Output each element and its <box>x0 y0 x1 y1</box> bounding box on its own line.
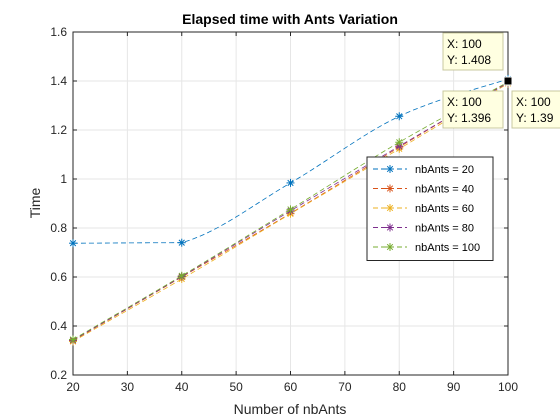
series-line-4 <box>72 82 509 341</box>
data-point-marker <box>69 239 77 248</box>
axes-box <box>72 31 509 376</box>
datatips: X: 100 Y: 1.408 X: 100 Y: 1.396 X: 100 Y: 1.3… <box>442 32 560 129</box>
legend-label: nbAnts = 80 <box>415 223 474 235</box>
legend-swatch-marker <box>386 223 394 232</box>
data-point-marker <box>177 238 186 247</box>
datatip-y-text: Y: 1.39 <box>516 111 554 125</box>
data-point-marker <box>177 271 186 280</box>
legend-box <box>366 156 494 261</box>
legend-swatch-marker <box>386 243 394 251</box>
datatip-anchor-marker <box>503 76 513 86</box>
data-point-marker <box>286 178 295 187</box>
datatip[interactable]: X: 100 Y: 1.408 <box>442 32 504 71</box>
legend-swatch-marker <box>386 204 394 212</box>
y-axis-label: Time <box>27 187 43 218</box>
y-tick-label: 0.6 <box>50 270 67 284</box>
legend-label: nbAnts = 60 <box>415 203 474 215</box>
x-tick-label: 70 <box>338 380 352 394</box>
data-point-marker <box>69 335 77 344</box>
axes: 20 30 40 50 60 70 80 90 100 0.2 0.4 0.6 0.8 1 1.2 1.4 1.… <box>50 25 518 394</box>
datatip-box <box>511 90 560 129</box>
datatip[interactable]: X: 100 Y: 1.39 <box>511 90 560 129</box>
datatip-box <box>442 32 504 71</box>
datatip-y-text: Y: 1.408 <box>447 53 491 67</box>
datatip[interactable]: X: 100 Y: 1.396 <box>442 90 504 129</box>
legend-swatch-marker <box>386 184 394 193</box>
series-line-5 <box>72 81 509 340</box>
legend-label: nbAnts = 40 <box>415 184 474 196</box>
x-tick-label: 90 <box>447 380 461 394</box>
x-axis-label: Number of nbAnts <box>234 401 347 417</box>
x-tick-label: 100 <box>498 380 518 394</box>
y-tick-label: 1 <box>60 172 67 186</box>
datatip-x-text: X: 100 <box>447 37 482 51</box>
y-tick-label: 0.2 <box>50 368 67 382</box>
legend: nbAnts = 20 nbAnts = 40 nbAnts = 60 nbAnts … <box>366 156 494 261</box>
datatip-x-text: X: 100 <box>447 95 482 109</box>
legend-swatch-marker <box>386 165 394 173</box>
y-tick-label: 1.4 <box>50 74 67 88</box>
data-point-marker <box>286 205 295 214</box>
legend-label: nbAnts = 100 <box>415 242 480 254</box>
datatip-y-text: Y: 1.396 <box>447 111 491 125</box>
chart-title: Elapsed time with Ants Variation <box>182 11 398 27</box>
y-tick-label: 1.6 <box>50 25 67 39</box>
x-tick-label: 80 <box>393 380 407 394</box>
x-tick-label: 60 <box>284 380 298 394</box>
y-tick-label: 1.2 <box>50 123 67 137</box>
x-tick-label: 20 <box>66 380 80 394</box>
x-tick-label: 50 <box>229 380 243 394</box>
x-tick-label: 30 <box>121 380 135 394</box>
data-point-marker <box>395 112 404 121</box>
data-point-marker <box>395 138 404 147</box>
y-tick-label: 0.8 <box>50 221 67 235</box>
y-tick-label: 0.4 <box>50 319 67 333</box>
datatip-x-text: X: 100 <box>516 95 551 109</box>
datatip-box <box>442 90 504 129</box>
legend-label: nbAnts = 20 <box>415 164 474 176</box>
x-tick-label: 40 <box>175 380 189 394</box>
